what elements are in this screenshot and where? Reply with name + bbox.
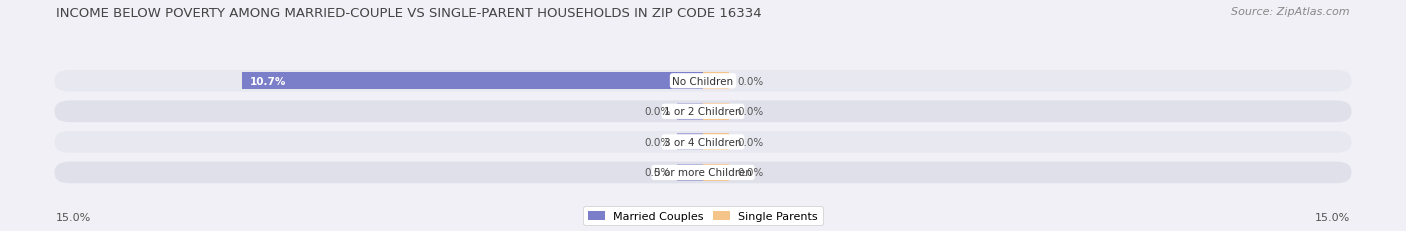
Text: 10.7%: 10.7% [250,76,287,86]
Bar [703,103,728,120]
Text: 15.0%: 15.0% [1315,212,1350,222]
Text: Source: ZipAtlas.com: Source: ZipAtlas.com [1232,7,1350,17]
Text: No Children: No Children [672,76,734,86]
Text: INCOME BELOW POVERTY AMONG MARRIED-COUPLE VS SINGLE-PARENT HOUSEHOLDS IN ZIP COD: INCOME BELOW POVERTY AMONG MARRIED-COUPL… [56,7,762,20]
Text: 0.0%: 0.0% [644,168,671,178]
FancyBboxPatch shape [55,162,1351,183]
Text: 0.0%: 0.0% [738,137,763,147]
Bar [678,103,703,120]
FancyBboxPatch shape [55,71,1351,92]
Text: 0.0%: 0.0% [738,107,763,117]
Text: 0.0%: 0.0% [644,107,671,117]
Bar [678,164,703,181]
Bar [703,73,728,90]
Bar [242,73,703,90]
Bar [703,164,728,181]
FancyBboxPatch shape [55,131,1351,153]
Bar [703,134,728,151]
Text: 3 or 4 Children: 3 or 4 Children [664,137,742,147]
Legend: Married Couples, Single Parents: Married Couples, Single Parents [583,206,823,225]
Text: 5 or more Children: 5 or more Children [654,168,752,178]
Text: 0.0%: 0.0% [738,168,763,178]
FancyBboxPatch shape [55,101,1351,123]
Text: 1 or 2 Children: 1 or 2 Children [664,107,742,117]
Text: 0.0%: 0.0% [738,76,763,86]
Text: 15.0%: 15.0% [56,212,91,222]
Text: 0.0%: 0.0% [644,137,671,147]
Bar [678,134,703,151]
